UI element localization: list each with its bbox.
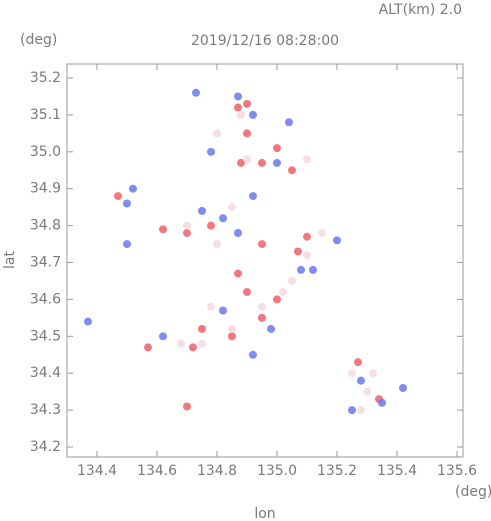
echo-point: [363, 387, 371, 396]
echo-point: [207, 147, 215, 156]
echo-point: [123, 199, 131, 208]
echo-point: [234, 229, 242, 238]
chart-title: 2019/12/16 08:28:00: [191, 33, 339, 49]
y-tick-label: 35.1: [30, 107, 61, 123]
echo-point: [249, 192, 257, 201]
y-tick-label: 35.2: [30, 70, 61, 86]
echo-point: [357, 376, 365, 385]
x-tick-label: 135.4: [377, 463, 417, 479]
echo-point: [228, 324, 236, 333]
x-tick-label: 134.8: [197, 463, 237, 479]
echo-point: [177, 339, 185, 348]
x-tick-label: 134.6: [137, 463, 177, 479]
echo-point: [273, 158, 281, 167]
echo-point: [258, 302, 266, 311]
echo-point: [198, 206, 206, 215]
x-tick-label: 134.4: [77, 463, 117, 479]
echo-point: [288, 276, 296, 285]
echo-point: [288, 166, 296, 175]
echo-point: [207, 302, 215, 311]
echo-point: [399, 383, 407, 392]
echo-point: [189, 343, 197, 352]
annotation: ALT(km) 2.0: [379, 2, 462, 18]
echo-point: [273, 295, 281, 304]
x-axis-label: lon: [254, 506, 275, 521]
echo-point: [228, 203, 236, 212]
x-tick-label: 135.0: [257, 463, 297, 479]
echo-point: [249, 110, 257, 119]
echo-point: [183, 402, 191, 411]
echo-point: [207, 221, 215, 230]
y-tick-label: 35.0: [30, 144, 61, 160]
echo-point: [243, 155, 251, 164]
echo-point: [234, 269, 242, 278]
echo-point: [249, 350, 257, 359]
echo-point: [378, 398, 386, 407]
echo-point: [258, 158, 266, 167]
y-unit: (deg): [20, 32, 57, 48]
echo-point: [198, 339, 206, 348]
echo-point: [333, 236, 341, 245]
echo-point: [192, 88, 200, 97]
echo-point: [219, 214, 227, 223]
y-tick-label: 34.6: [30, 291, 61, 307]
echo-point: [237, 158, 245, 167]
echo-point: [219, 306, 227, 315]
echo-point: [243, 288, 251, 297]
echo-point: [309, 265, 317, 274]
y-tick-label: 34.2: [30, 439, 61, 455]
echo-point: [303, 251, 311, 260]
echo-point: [159, 225, 167, 234]
echo-point: [348, 369, 356, 378]
plot-frame: [66, 63, 464, 458]
echo-point: [213, 129, 221, 138]
echo-point: [348, 406, 356, 415]
echo-point: [183, 221, 191, 230]
echo-point: [243, 129, 251, 138]
echo-point: [243, 99, 251, 108]
y-tick-label: 34.7: [30, 255, 61, 271]
echo-point: [369, 369, 377, 378]
echo-point: [303, 232, 311, 241]
echo-point: [279, 288, 287, 297]
echo-point: [258, 313, 266, 322]
echo-point: [234, 103, 242, 112]
echo-point: [198, 324, 206, 333]
x-tick-label: 135.6: [437, 463, 477, 479]
echo-point: [273, 144, 281, 153]
x-tick-label: 135.2: [317, 463, 357, 479]
echo-point: [267, 324, 275, 333]
echo-point: [285, 118, 293, 127]
echo-point: [297, 265, 305, 274]
echo-point: [294, 247, 302, 256]
y-axis-label: lat: [2, 251, 18, 269]
echo-point: [183, 229, 191, 238]
y-tick-label: 34.9: [30, 181, 61, 197]
echo-point: [318, 229, 326, 238]
y-tick-label: 34.8: [30, 218, 61, 234]
echo-point: [234, 92, 242, 101]
echo-point: [123, 240, 131, 249]
y-tick-label: 34.4: [30, 365, 61, 381]
echo-point: [357, 406, 365, 415]
y-tick-label: 34.3: [30, 402, 61, 418]
echo-point: [354, 358, 362, 367]
echo-point: [84, 317, 92, 326]
echo-point: [258, 240, 266, 249]
y-tick-label: 34.5: [30, 328, 61, 344]
echo-point: [237, 110, 245, 119]
echo-point: [114, 192, 122, 201]
echo-point: [228, 332, 236, 341]
echo-point: [159, 332, 167, 341]
echo-point: [303, 155, 311, 164]
x-unit: (deg): [455, 484, 491, 500]
echo-point: [129, 184, 137, 193]
echo-point: [213, 240, 221, 249]
echo-point: [144, 343, 152, 352]
